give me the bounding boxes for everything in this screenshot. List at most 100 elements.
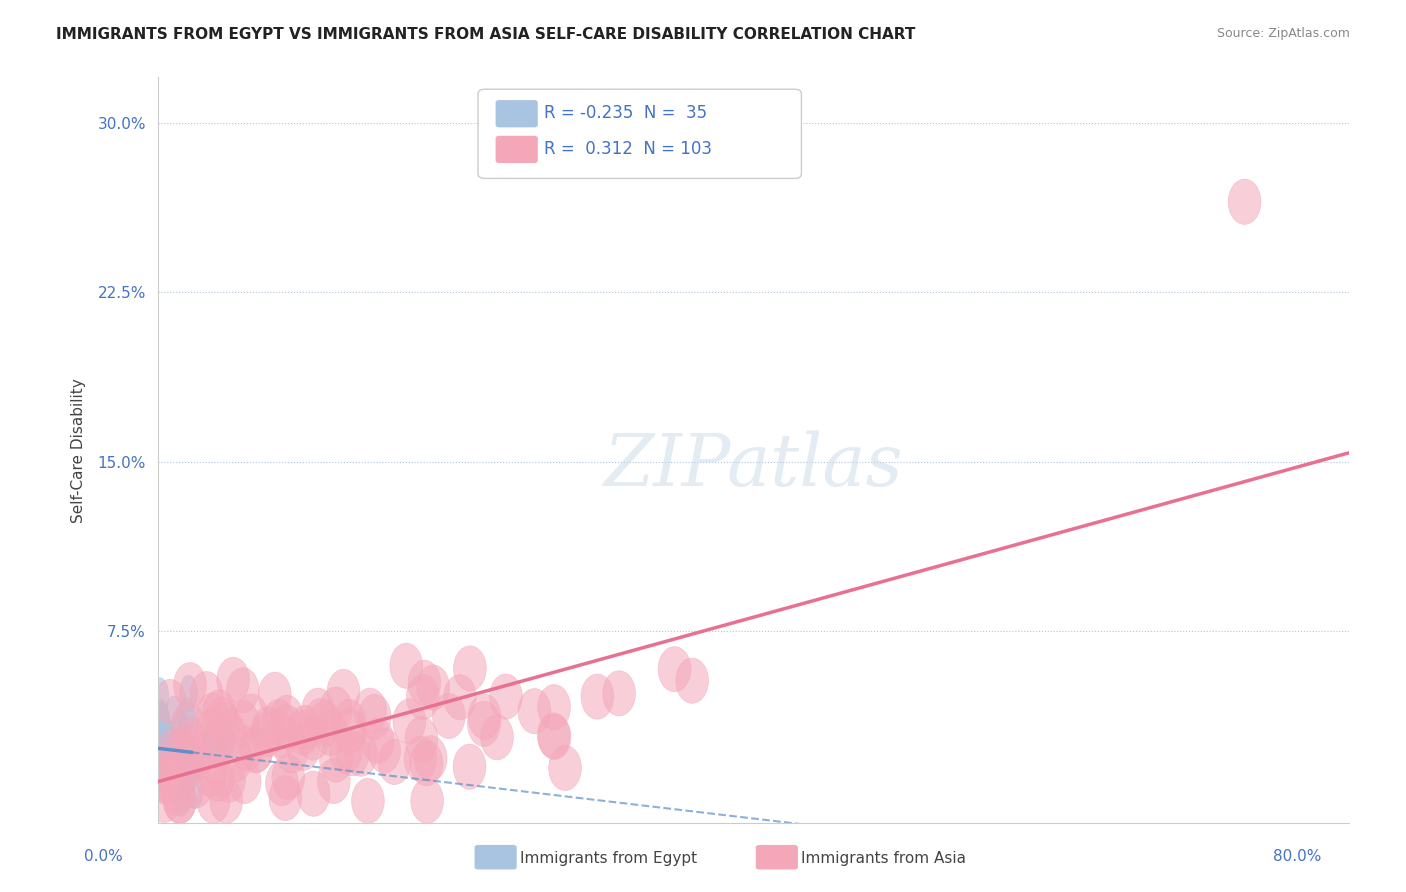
Ellipse shape [173, 718, 207, 763]
Ellipse shape [329, 729, 361, 774]
Text: Source: ZipAtlas.com: Source: ZipAtlas.com [1216, 27, 1350, 40]
Text: ZIPatlas: ZIPatlas [603, 430, 903, 500]
Ellipse shape [181, 752, 200, 788]
Ellipse shape [301, 688, 335, 733]
Text: Immigrants from Asia: Immigrants from Asia [801, 851, 966, 865]
Ellipse shape [205, 698, 238, 743]
Ellipse shape [214, 712, 246, 757]
Ellipse shape [235, 694, 269, 739]
Text: IMMIGRANTS FROM EGYPT VS IMMIGRANTS FROM ASIA SELF-CARE DISABILITY CORRELATION C: IMMIGRANTS FROM EGYPT VS IMMIGRANTS FROM… [56, 27, 915, 42]
Ellipse shape [581, 674, 614, 719]
Ellipse shape [173, 724, 205, 770]
Ellipse shape [252, 706, 284, 752]
Ellipse shape [239, 728, 273, 773]
Ellipse shape [157, 728, 190, 773]
Ellipse shape [411, 740, 443, 786]
Text: Immigrants from Egypt: Immigrants from Egypt [520, 851, 697, 865]
Ellipse shape [252, 712, 284, 756]
Ellipse shape [319, 687, 353, 732]
Ellipse shape [174, 730, 191, 765]
Ellipse shape [165, 696, 183, 732]
Ellipse shape [148, 757, 180, 803]
Ellipse shape [152, 702, 170, 739]
Ellipse shape [202, 690, 236, 735]
Ellipse shape [150, 737, 169, 772]
Ellipse shape [548, 746, 582, 790]
Ellipse shape [165, 764, 183, 799]
Ellipse shape [208, 702, 240, 747]
Ellipse shape [156, 732, 174, 769]
Ellipse shape [468, 694, 501, 739]
Ellipse shape [177, 772, 194, 809]
Ellipse shape [177, 739, 209, 784]
Ellipse shape [336, 731, 370, 776]
Ellipse shape [202, 726, 219, 762]
Ellipse shape [194, 710, 228, 755]
Ellipse shape [204, 723, 222, 759]
Ellipse shape [165, 743, 181, 780]
Ellipse shape [443, 674, 477, 720]
Y-axis label: Self-Care Disability: Self-Care Disability [72, 378, 86, 523]
Ellipse shape [166, 728, 184, 764]
Ellipse shape [195, 693, 229, 739]
Ellipse shape [163, 778, 197, 823]
Ellipse shape [352, 778, 384, 823]
Ellipse shape [186, 744, 204, 780]
Ellipse shape [173, 663, 207, 707]
Ellipse shape [676, 658, 709, 703]
Ellipse shape [270, 705, 302, 749]
Ellipse shape [537, 713, 569, 758]
Ellipse shape [359, 694, 391, 739]
Ellipse shape [288, 706, 322, 750]
Ellipse shape [174, 741, 193, 778]
Ellipse shape [411, 778, 443, 823]
Ellipse shape [404, 736, 437, 781]
Ellipse shape [148, 758, 181, 804]
Ellipse shape [212, 757, 246, 803]
Ellipse shape [217, 722, 235, 757]
Ellipse shape [170, 760, 188, 796]
Ellipse shape [405, 716, 437, 762]
Ellipse shape [287, 710, 319, 755]
Ellipse shape [308, 701, 342, 747]
Ellipse shape [318, 758, 350, 804]
Ellipse shape [368, 728, 401, 773]
Ellipse shape [537, 684, 571, 730]
Ellipse shape [270, 695, 304, 740]
Ellipse shape [165, 730, 197, 774]
Ellipse shape [603, 671, 636, 716]
Text: 80.0%: 80.0% [1274, 849, 1322, 863]
Ellipse shape [180, 675, 197, 711]
Ellipse shape [517, 689, 551, 734]
Ellipse shape [150, 755, 183, 799]
Ellipse shape [150, 678, 169, 714]
Ellipse shape [209, 778, 243, 823]
Ellipse shape [271, 755, 305, 800]
Ellipse shape [266, 761, 298, 805]
Ellipse shape [219, 737, 252, 781]
Ellipse shape [315, 711, 347, 756]
Ellipse shape [162, 771, 194, 815]
Ellipse shape [198, 723, 231, 769]
Ellipse shape [180, 708, 198, 744]
Ellipse shape [155, 714, 173, 749]
Ellipse shape [304, 698, 337, 744]
Ellipse shape [194, 752, 226, 797]
Ellipse shape [162, 735, 180, 772]
Ellipse shape [658, 647, 690, 692]
Ellipse shape [148, 777, 180, 822]
Ellipse shape [226, 667, 259, 713]
Ellipse shape [172, 709, 188, 746]
Ellipse shape [226, 700, 259, 746]
Ellipse shape [264, 713, 297, 758]
Text: R = -0.235  N =  35: R = -0.235 N = 35 [544, 104, 707, 122]
Ellipse shape [231, 725, 264, 771]
Ellipse shape [150, 736, 169, 772]
Ellipse shape [408, 660, 440, 706]
Ellipse shape [297, 714, 329, 760]
Text: 0.0%: 0.0% [84, 849, 124, 863]
Ellipse shape [190, 672, 224, 716]
Ellipse shape [269, 775, 302, 821]
Ellipse shape [415, 736, 447, 780]
Ellipse shape [153, 738, 172, 774]
